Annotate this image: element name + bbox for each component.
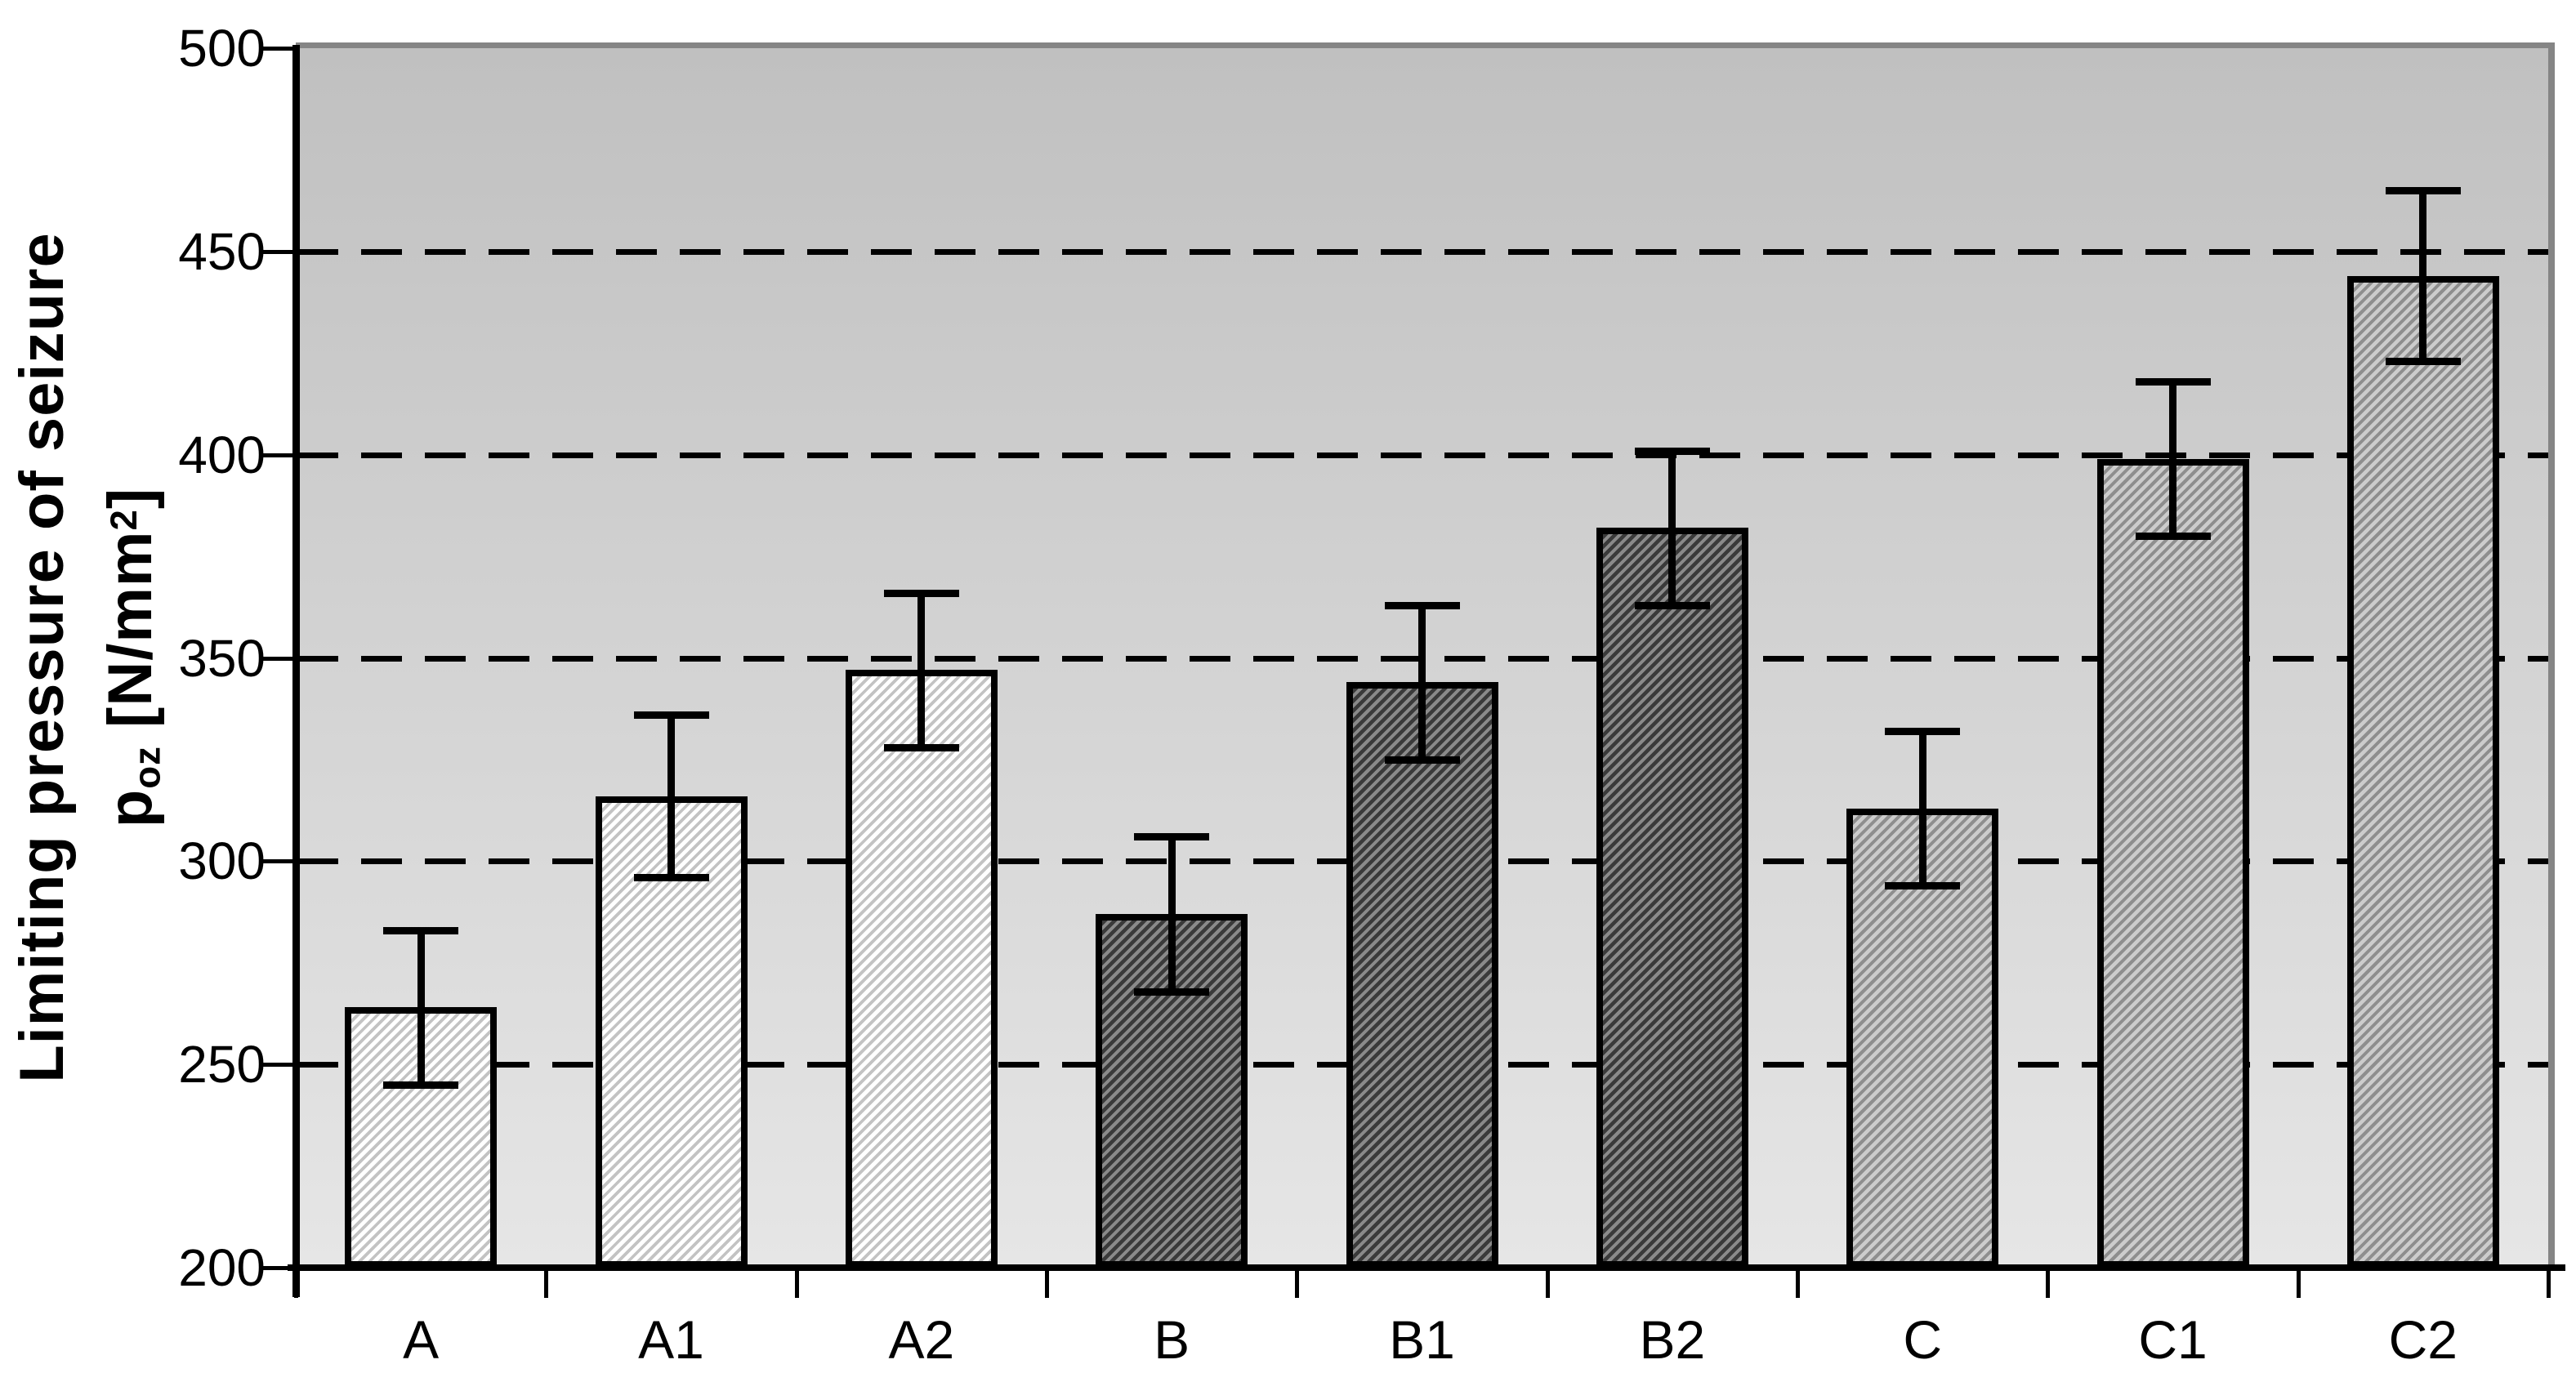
y-tick-label-500: 500 (178, 19, 266, 78)
bar-C (1846, 808, 1999, 1268)
x-label-B1: B1 (1389, 1309, 1455, 1370)
error-bar-stem-C2 (2419, 190, 2427, 362)
gridline-450 (297, 248, 2548, 255)
error-bar-cap-bottom-C (1885, 882, 1961, 890)
x-tick-boundary-0 (294, 1271, 298, 1298)
error-bar-cap-bottom-C2 (2385, 358, 2461, 366)
y-tick-500 (261, 47, 296, 51)
y-tick-label-300: 300 (178, 831, 266, 891)
x-tick-boundary-1 (544, 1271, 549, 1298)
y-tick-350 (261, 656, 296, 661)
error-bar-cap-bottom-B1 (1384, 756, 1460, 764)
x-tick-boundary-6 (1796, 1271, 1800, 1298)
error-bar-cap-top-A1 (633, 711, 709, 720)
x-label-C2: C2 (2388, 1309, 2458, 1370)
y-tick-200 (261, 1266, 296, 1270)
x-label-A: A (403, 1309, 440, 1370)
gridline-400 (297, 452, 2548, 458)
plot-border-top (296, 42, 2555, 48)
x-tick-boundary-7 (2046, 1271, 2051, 1298)
bar-B2 (1596, 528, 1748, 1268)
error-bar-stem-C1 (2169, 381, 2176, 537)
y-tick-300 (261, 859, 296, 864)
error-bar-cap-top-A2 (883, 589, 959, 597)
y-tick-400 (261, 453, 296, 457)
bar-A2 (845, 670, 998, 1268)
error-bar-cap-top-C1 (2135, 378, 2211, 386)
y-tick-label-250: 250 (178, 1035, 266, 1095)
error-bar-cap-top-C (1885, 728, 1961, 736)
x-tick-boundary-2 (794, 1271, 799, 1298)
bar-C2 (2346, 275, 2499, 1268)
error-bar-cap-bottom-A1 (633, 874, 709, 882)
error-bar-stem-C (1918, 731, 1926, 886)
error-bar-cap-bottom-B (1134, 988, 1210, 996)
plot-border-right (2548, 42, 2555, 1268)
error-bar-cap-bottom-A (383, 1081, 459, 1090)
error-bar-stem-B (1167, 836, 1176, 992)
x-tick-boundary-4 (1295, 1271, 1300, 1298)
error-bar-stem-A2 (917, 592, 926, 747)
error-bar-stem-B1 (1418, 604, 1426, 760)
error-bar-cap-top-B1 (1384, 601, 1460, 609)
error-bar-cap-top-C2 (2385, 187, 2461, 195)
y-tick-label-400: 400 (178, 425, 266, 484)
y-axis-line (292, 45, 300, 1297)
y-tick-label-200: 200 (178, 1238, 266, 1297)
error-bar-cap-top-A (383, 926, 459, 934)
bar-C1 (2096, 458, 2249, 1268)
y-tick-250 (261, 1063, 296, 1068)
plot-area (296, 48, 2548, 1268)
x-axis-line (288, 1264, 2565, 1271)
x-label-C1: C1 (2138, 1309, 2208, 1370)
error-bar-cap-top-B (1134, 833, 1210, 841)
error-bar-cap-bottom-A2 (883, 743, 959, 751)
x-label-A1: A1 (638, 1309, 704, 1370)
y-axis-title-superscript: 2 (103, 509, 145, 531)
x-tick-boundary-8 (2296, 1271, 2301, 1298)
y-tick-label-350: 350 (178, 628, 266, 688)
y-axis-title-subscript: oz (126, 746, 168, 789)
error-bar-cap-bottom-C1 (2135, 533, 2211, 541)
y-tick-450 (261, 249, 296, 254)
x-label-B: B (1154, 1309, 1190, 1370)
error-bar-cap-bottom-B2 (1634, 601, 1710, 609)
error-bar-cap-top-B2 (1634, 447, 1710, 455)
x-tick-boundary-9 (2547, 1271, 2551, 1298)
x-label-C: C (1903, 1309, 1942, 1370)
bar-B1 (1346, 682, 1498, 1268)
x-label-A2: A2 (888, 1309, 955, 1370)
x-tick-boundary-5 (1545, 1271, 1550, 1298)
error-bar-stem-A1 (667, 715, 675, 878)
error-bar-stem-B2 (1668, 450, 1676, 605)
y-axis-title-line1: Limiting pressure of seizure (7, 232, 77, 1083)
error-bar-stem-A (417, 930, 425, 1086)
x-label-B2: B2 (1639, 1309, 1706, 1370)
x-tick-boundary-3 (1045, 1271, 1049, 1298)
y-tick-label-450: 450 (178, 221, 266, 281)
